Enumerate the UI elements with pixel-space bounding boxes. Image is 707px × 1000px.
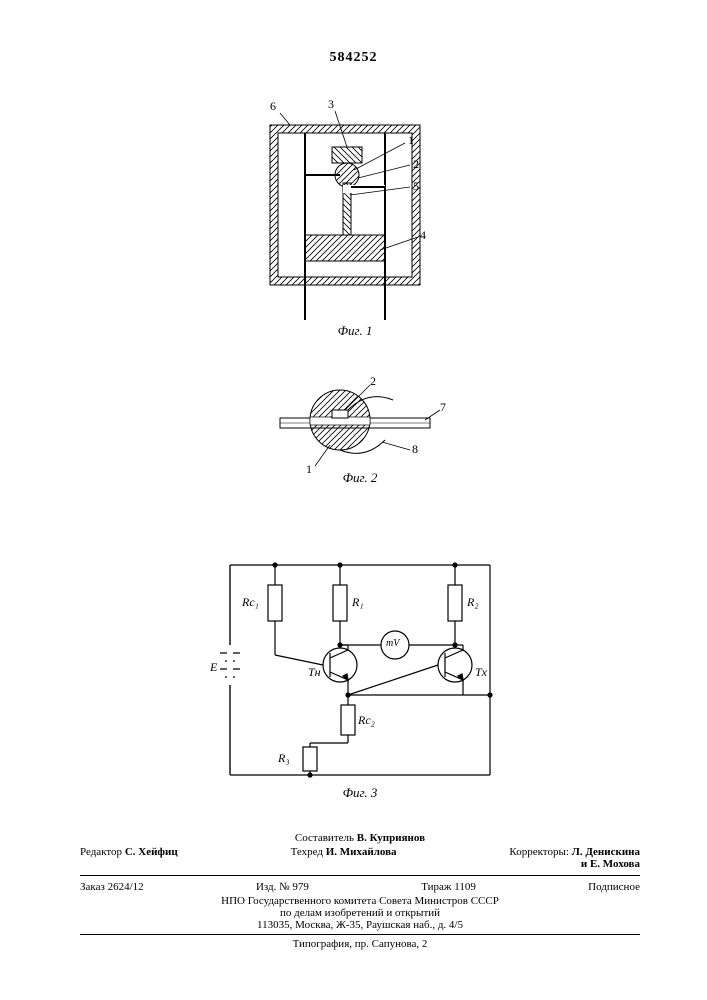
fig1-label-6: 6 (270, 99, 276, 114)
podpisnoe: Подписное (588, 881, 640, 893)
fig1-label-2: 2 (413, 157, 419, 172)
fig2-label-2: 2 (370, 374, 376, 389)
editor-name: С. Хейфиц (125, 846, 178, 858)
fig3-r2: R₂ (467, 595, 479, 610)
fig2-caption: Фиг. 2 (270, 470, 450, 486)
fig3-r1: R₁ (352, 595, 364, 610)
figure-1: 6 3 1 2 5 4 Фиг. 1 (250, 105, 460, 325)
techred-name: И. Михайлова (326, 846, 397, 858)
patent-number: 584252 (0, 50, 707, 66)
fig1-label-5: 5 (413, 179, 419, 194)
izd-value: 979 (292, 881, 309, 893)
fig2-svg (270, 370, 450, 480)
fig1-svg (250, 105, 460, 325)
org-line-1: НПО Государственного комитета Совета Мин… (80, 895, 640, 907)
footer: Составитель В. Куприянов Редактор С. Хей… (80, 832, 640, 950)
fig3-r3: R₃ (278, 751, 290, 766)
fig3-svg (200, 545, 520, 795)
fig3-rc1: Rc₁ (242, 595, 259, 610)
compiler-label: Составитель (295, 832, 354, 844)
order-value: 2624/12 (108, 881, 144, 893)
org-addr: 113035, Москва, Ж-35, Раушская наб., д. … (80, 919, 640, 931)
correctors-label: Корректоры: (509, 846, 568, 858)
tirazh-value: 1109 (454, 881, 476, 893)
fig2-label-7: 7 (440, 400, 446, 415)
fig1-label-4: 4 (420, 228, 426, 243)
order-label: Заказ (80, 881, 105, 893)
techred-label: Техред (291, 846, 323, 858)
fig3-rc2: Rc₂ (358, 713, 375, 728)
correctors-1: Л. Денискина (572, 846, 640, 858)
izd-label: Изд. № (256, 881, 290, 893)
figure-2: 1 2 7 8 Фиг. 2 (270, 370, 450, 480)
typography: Типография, пр. Сапунова, 2 (80, 938, 640, 950)
page: 584252 (0, 0, 707, 1000)
fig1-label-1: 1 (408, 133, 414, 148)
fig3-caption: Фиг. 3 (200, 785, 520, 801)
fig3-mv: mV (386, 638, 399, 649)
fig1-caption: Фиг. 1 (250, 323, 460, 339)
correctors-2: и Е. Мохова (581, 858, 640, 870)
compiler-name: В. Куприянов (357, 832, 425, 844)
fig3-th: Tн (308, 665, 321, 680)
tirazh-label: Тираж (421, 881, 451, 893)
fig3-e: E (210, 660, 217, 675)
fig1-label-3: 3 (328, 97, 334, 112)
fig3-tx: Tx (475, 665, 487, 680)
editor-label: Редактор (80, 846, 122, 858)
figure-3: Rc₁ R₁ R₂ mV Tн Tx Rc₂ R₃ E Фиг. 3 (200, 545, 520, 795)
org-line-2: по делам изобретений и открытий (80, 907, 640, 919)
fig2-label-8: 8 (412, 442, 418, 457)
